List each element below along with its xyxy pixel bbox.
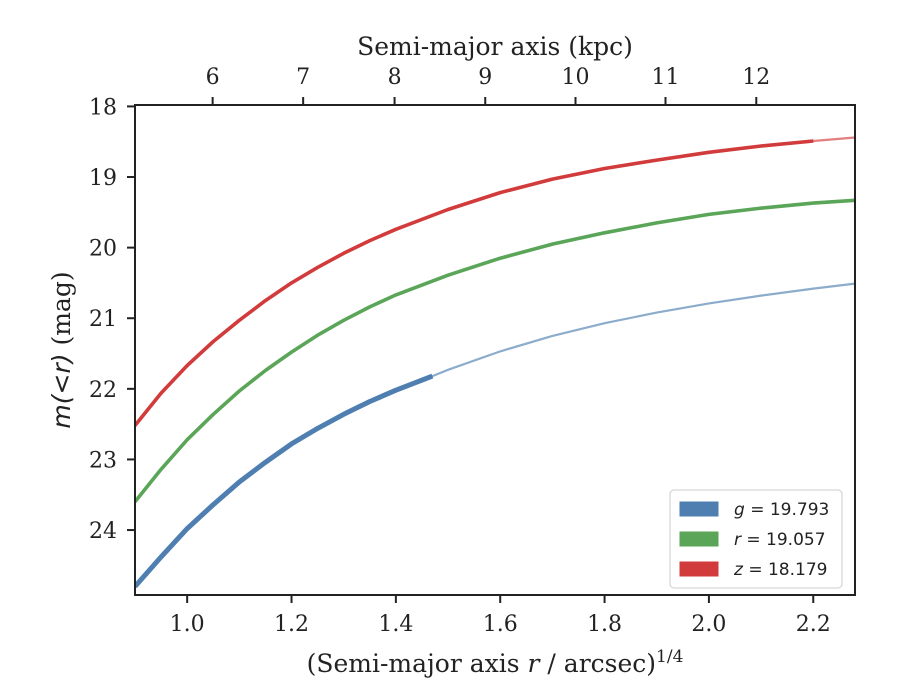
legend-label-variable: g: [734, 500, 745, 520]
x-tick-label: 1.4: [378, 612, 413, 637]
legend-label-g: g = 19.793: [734, 500, 829, 520]
x-tick-label: 1.6: [483, 612, 518, 637]
y-axis-title: m(<r) (mag): [47, 271, 76, 428]
legend-label-value: = 19.793: [745, 500, 830, 520]
top-x-tick-label: 6: [206, 65, 220, 90]
legend-swatch-r: [679, 531, 719, 547]
x-tick-label: 2.2: [796, 612, 831, 637]
y-tick-label: 21: [89, 307, 117, 332]
x-tick-label: 1.2: [274, 612, 309, 637]
x-axis-title-suffix: / arcsec): [539, 649, 656, 678]
top-x-axis-title: Semi-major axis (kpc): [357, 32, 633, 61]
series-line-z-extended: [812, 136, 855, 143]
y-tick-label: 23: [89, 448, 117, 473]
series-line-g: [135, 373, 434, 589]
y-axis-title-math: m(<r): [47, 353, 76, 428]
legend-label-value: = 19.057: [741, 530, 826, 550]
x-axis-title-prefix: (Semi-major axis: [307, 649, 528, 678]
top-x-tick-label: 12: [742, 65, 770, 90]
y-axis-title-unit: (mag): [47, 271, 76, 353]
x-tick-label: 1.8: [587, 612, 622, 637]
top-x-tick-label: 10: [562, 65, 590, 90]
y-tick-label: 24: [89, 519, 117, 544]
legend-swatch-z: [679, 561, 719, 577]
x-tick-label: 2.0: [691, 612, 726, 637]
legend-label-z: z = 18.179: [733, 560, 827, 580]
top-x-tick-label: 9: [478, 65, 492, 90]
top-x-tick-label: 8: [388, 65, 402, 90]
top-x-tick-label: 11: [652, 65, 680, 90]
x-axis-title: (Semi-major axis r / arcsec)1/4: [307, 647, 684, 678]
plot-area: [135, 136, 855, 589]
y-tick-label: 22: [89, 378, 117, 403]
y-tick-label: 19: [89, 166, 117, 191]
legend-label-value: = 18.179: [743, 560, 828, 580]
axis-ticks: 1.0 1.2 1.4 1.6 1.8 2.0 2.2 18 19 20 21 22 23 24 6 7 8 9 1…: [89, 65, 831, 637]
plot-frame: [134, 104, 856, 596]
series-line-z: [135, 139, 814, 427]
legend-label-variable: z: [733, 560, 744, 580]
series-line-r: [135, 198, 855, 503]
y-tick-label: 18: [89, 95, 117, 120]
x-axis-title-exponent: 1/4: [656, 647, 683, 667]
x-tick-label: 1.0: [170, 612, 205, 637]
y-tick-label: 20: [89, 237, 117, 262]
top-x-tick-label: 7: [296, 65, 310, 90]
x-axis-title-variable: r: [528, 649, 542, 678]
series-line-g-extended: [431, 282, 855, 378]
legend-label-r: r = 19.057: [734, 530, 826, 550]
legend-label-variable: r: [734, 530, 742, 550]
legend-swatch-g: [679, 501, 719, 517]
